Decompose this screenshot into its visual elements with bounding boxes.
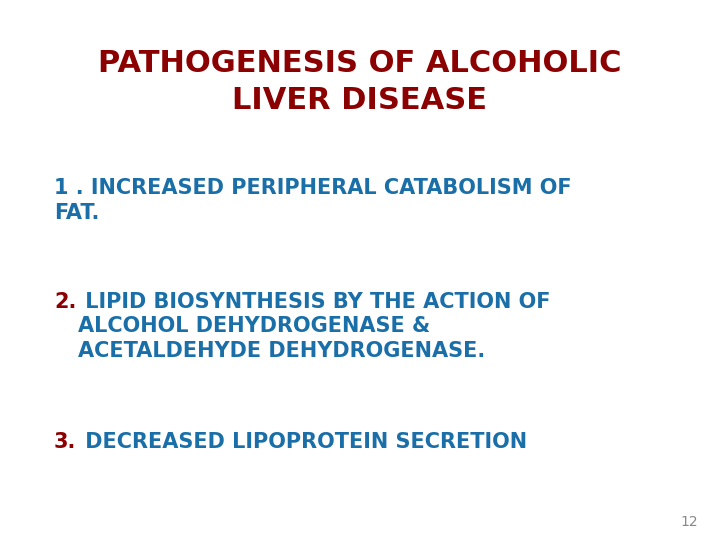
Text: LIPID BIOSYNTHESIS BY THE ACTION OF
ALCOHOL DEHYDROGENASE &
ACETALDEHYDE DEHYDRO: LIPID BIOSYNTHESIS BY THE ACTION OF ALCO…	[78, 292, 551, 361]
Text: 2.: 2.	[54, 292, 76, 312]
Text: 3.: 3.	[54, 432, 76, 452]
Text: 1 . INCREASED PERIPHERAL CATABOLISM OF
FAT.: 1 . INCREASED PERIPHERAL CATABOLISM OF F…	[54, 178, 572, 223]
Text: PATHOGENESIS OF ALCOHOLIC
LIVER DISEASE: PATHOGENESIS OF ALCOHOLIC LIVER DISEASE	[98, 49, 622, 114]
Text: DECREASED LIPOPROTEIN SECRETION: DECREASED LIPOPROTEIN SECRETION	[78, 432, 528, 452]
Text: 12: 12	[681, 515, 698, 529]
